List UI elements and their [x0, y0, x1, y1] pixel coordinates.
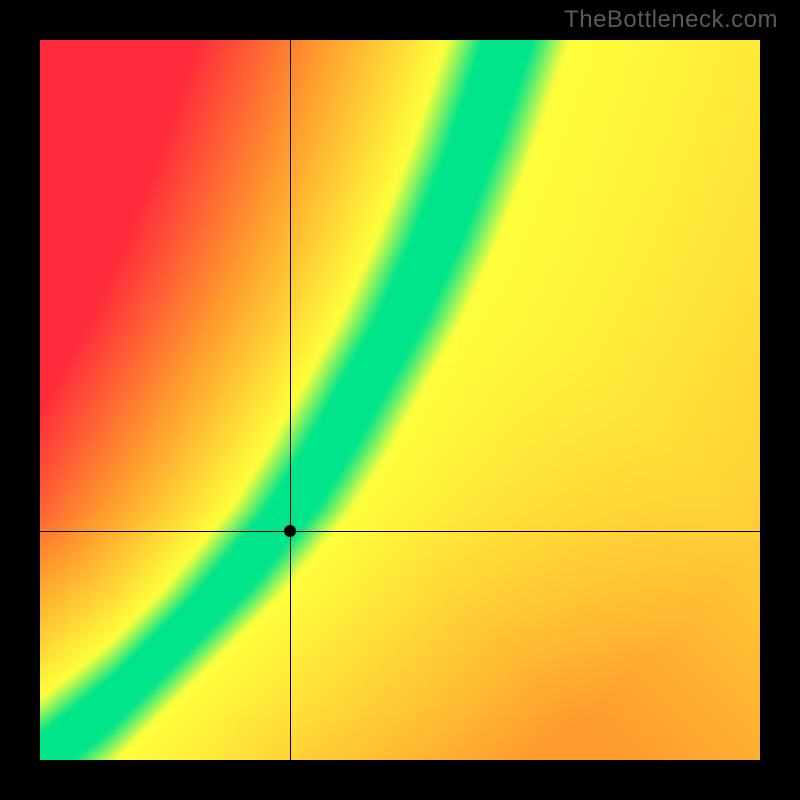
- crosshair-horizontal: [40, 531, 760, 532]
- watermark: TheBottleneck.com: [564, 6, 778, 34]
- heatmap-canvas: [40, 40, 760, 760]
- selection-marker: [284, 525, 296, 537]
- heatmap-plot: [40, 40, 760, 760]
- crosshair-vertical: [290, 40, 291, 760]
